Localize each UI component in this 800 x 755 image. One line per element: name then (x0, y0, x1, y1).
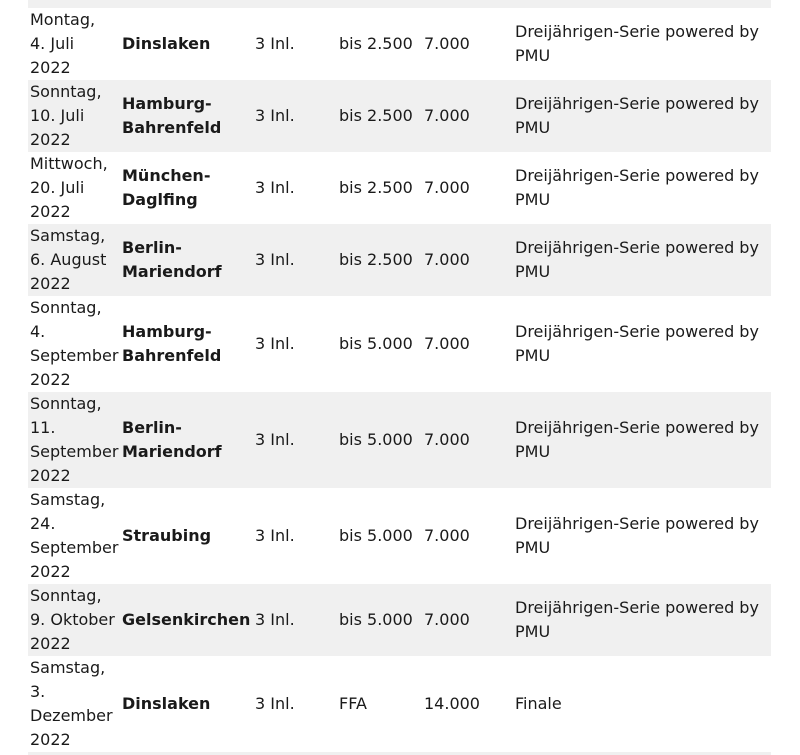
purse-cell: 7.000 (424, 250, 470, 269)
starters-cell: 3 Inl. (255, 334, 295, 353)
starters-cell: 3 Inl. (255, 178, 295, 197)
track-cell: Gelsenkirchen (122, 610, 251, 629)
table-row: Montag, 4. Juli 2022 Dinslaken 3 Inl. bi… (28, 8, 771, 80)
track-cell: Berlin- Mariendorf (122, 418, 222, 461)
condition-cell: bis 2.500 (339, 250, 413, 269)
date-cell: Samstag, 6. August 2022 (30, 226, 107, 293)
series-note-cell: Dreijährigen-Serie powered by PMU (515, 322, 759, 365)
condition-cell: FFA (339, 694, 367, 713)
starters-cell: 3 Inl. (255, 694, 295, 713)
track-cell: Straubing (122, 526, 212, 545)
purse-cell: 14.000 (424, 694, 480, 713)
condition-cell: bis 5.000 (339, 610, 413, 629)
condition-cell: bis 5.000 (339, 334, 413, 353)
date-cell: Samstag, 24. September 2022 (30, 490, 119, 581)
series-note-cell: Dreijährigen-Serie powered by PMU (515, 94, 759, 137)
series-note-cell: Dreijährigen-Serie powered by PMU (515, 166, 759, 209)
date-cell: Samstag, 3. Dezember 2022 (30, 658, 113, 749)
track-cell: Hamburg- Bahrenfeld (122, 322, 222, 365)
date-cell: Sonntag, 4. September 2022 (30, 298, 119, 389)
track-cell: München- Daglfing (122, 166, 211, 209)
purse-cell: 7.000 (424, 106, 470, 125)
table-row: Sonntag, 9. Oktober 2022 Gelsenkirchen 3… (28, 584, 771, 656)
track-cell: Berlin- Mariendorf (122, 238, 222, 281)
condition-cell: bis 2.500 (339, 106, 413, 125)
table-row: Samstag, 24. September 2022 Straubing 3 … (28, 488, 771, 584)
schedule-rows: Montag, 4. Juli 2022 Dinslaken 3 Inl. bi… (28, 8, 771, 752)
starters-cell: 3 Inl. (255, 430, 295, 449)
table-row: Samstag, 3. Dezember 2022 Dinslaken 3 In… (28, 656, 771, 752)
track-cell: Hamburg- Bahrenfeld (122, 94, 222, 137)
table-row: Mittwoch, 20. Juli 2022 München- Daglfin… (28, 152, 771, 224)
series-note-cell: Dreijährigen-Serie powered by PMU (515, 514, 759, 557)
partial-row-top (28, 0, 771, 8)
race-schedule-table: Montag, 4. Juli 2022 Dinslaken 3 Inl. bi… (28, 0, 771, 755)
condition-cell: bis 2.500 (339, 34, 413, 53)
table-row: Sonntag, 10. Juli 2022 Hamburg- Bahrenfe… (28, 80, 771, 152)
track-cell: Dinslaken (122, 694, 211, 713)
series-note-cell: Dreijährigen-Serie powered by PMU (515, 598, 759, 641)
purse-cell: 7.000 (424, 334, 470, 353)
starters-cell: 3 Inl. (255, 34, 295, 53)
series-note-cell: Dreijährigen-Serie powered by PMU (515, 22, 759, 65)
starters-cell: 3 Inl. (255, 106, 295, 125)
track-cell: Dinslaken (122, 34, 211, 53)
partial-row-bottom (28, 752, 771, 755)
series-note-cell: Finale (515, 694, 562, 713)
condition-cell: bis 5.000 (339, 526, 413, 545)
condition-cell: bis 2.500 (339, 178, 413, 197)
condition-cell: bis 5.000 (339, 430, 413, 449)
starters-cell: 3 Inl. (255, 526, 295, 545)
date-cell: Sonntag, 11. September 2022 (30, 394, 119, 485)
purse-cell: 7.000 (424, 526, 470, 545)
starters-cell: 3 Inl. (255, 610, 295, 629)
table-row: Sonntag, 11. September 2022 Berlin- Mari… (28, 392, 771, 488)
starters-cell: 3 Inl. (255, 250, 295, 269)
purse-cell: 7.000 (424, 34, 470, 53)
date-cell: Sonntag, 10. Juli 2022 (30, 82, 102, 149)
date-cell: Mittwoch, 20. Juli 2022 (30, 154, 108, 221)
purse-cell: 7.000 (424, 610, 470, 629)
date-cell: Sonntag, 9. Oktober 2022 (30, 586, 115, 653)
table-row: Samstag, 6. August 2022 Berlin- Mariendo… (28, 224, 771, 296)
purse-cell: 7.000 (424, 430, 470, 449)
series-note-cell: Dreijährigen-Serie powered by PMU (515, 418, 759, 461)
series-note-cell: Dreijährigen-Serie powered by PMU (515, 238, 759, 281)
date-cell: Montag, 4. Juli 2022 (30, 10, 96, 77)
purse-cell: 7.000 (424, 178, 470, 197)
table-row: Sonntag, 4. September 2022 Hamburg- Bahr… (28, 296, 771, 392)
